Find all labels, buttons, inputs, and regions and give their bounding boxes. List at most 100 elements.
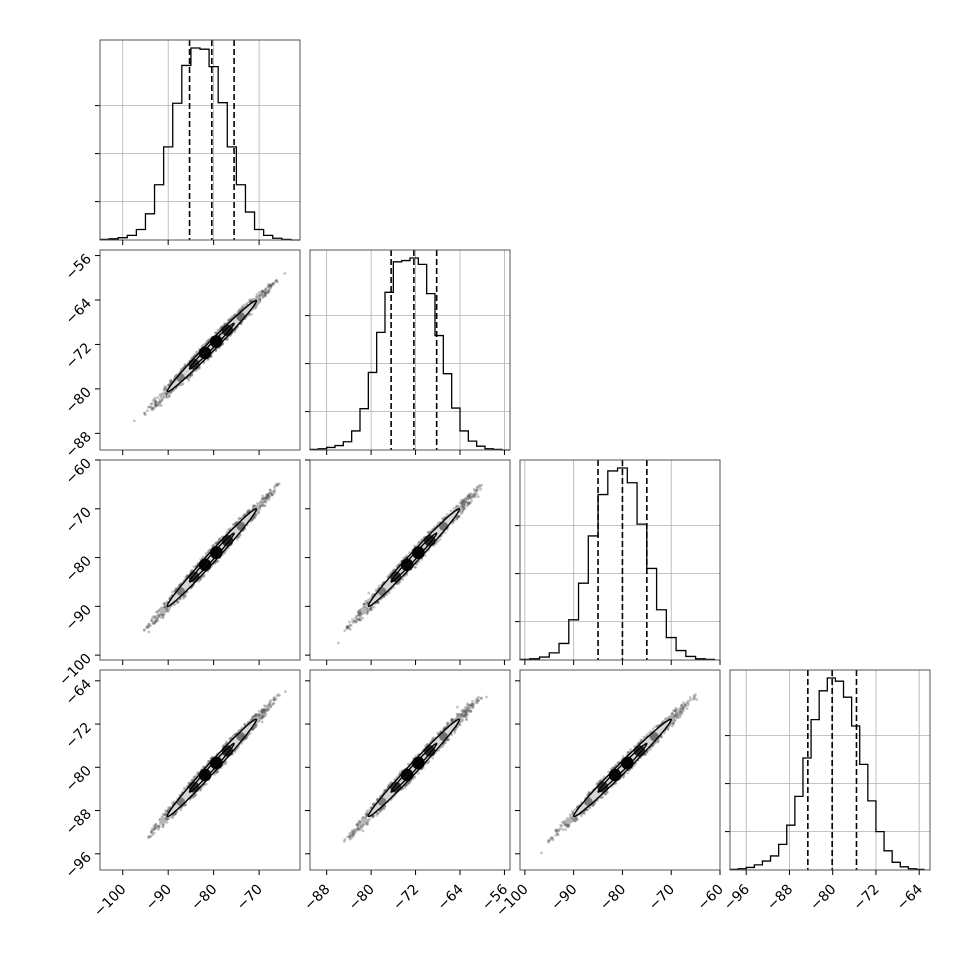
scatter-panel-3-2-sample-point [376, 600, 380, 604]
scatter-panel-4-3-sample-point [561, 828, 565, 831]
scatter-panel-3-2-sample-point [374, 588, 378, 592]
scatter-panel-4-3-sample-point [566, 825, 570, 828]
scatter-panel-4-1-contour-2 [166, 718, 258, 818]
scatter-panel-4-2-sample-point [354, 830, 358, 834]
scatter-panel-3-2-sample-point [367, 591, 371, 595]
scatter-panel-4-1-sample-point [273, 696, 276, 700]
scatter-panel-3-2-sample-point [358, 618, 362, 622]
scatter-panel-3-2-sample-point [362, 602, 366, 606]
scatter-panel-4-1-sample-point [157, 824, 161, 828]
scatter-panel-4-3-sample-point [673, 714, 677, 718]
scatter-panel-4-1-sample-point [261, 714, 265, 718]
scatter-panel-4-2-sample-point [468, 704, 472, 707]
y-tick-label-3-1: −90 [63, 602, 95, 634]
scatter-panel-3-1-sample-point [235, 520, 239, 524]
scatter-panel-4-1-sample-point [270, 703, 274, 706]
scatter-panel-2-1-sample-point [272, 281, 276, 285]
scatter-panel-4-2-sample-point [475, 701, 478, 704]
scatter-panel-4-3-sample-point [601, 795, 604, 799]
scatter-panel-3-2-sample-point [462, 498, 466, 502]
scatter-panel-4-3-sample-point [557, 829, 560, 833]
scatter-panel-2-1-density-cell-7 [236, 312, 246, 322]
scatter-panel-4-3-contour-2 [572, 718, 672, 818]
scatter-panel-3-1-sample-point [154, 615, 157, 618]
scatter-panel-3-2-sample-point [357, 618, 361, 621]
scatter-panel-4-1-sample-point [196, 772, 200, 775]
scatter-panel-4-3-sample-point [674, 712, 678, 715]
scatter-panel-4-3-sample-point [555, 829, 559, 832]
scatter-panel-4-2-sample-point [466, 702, 469, 706]
scatter-panel-4-1-sample-point [261, 710, 264, 714]
scatter-panel-4-3-sample-point [682, 701, 685, 704]
scatter-panel-4-3-sample-point [609, 767, 613, 771]
scatter-panel-3-1-sample-point [265, 495, 269, 499]
scatter-panel-4-3-sample-point [555, 831, 559, 834]
scatter-panel-4-2-sample-point [440, 745, 444, 749]
scatter-panel-4-2-sample-point [458, 723, 462, 726]
scatter-panel-3-2-sample-point [463, 501, 466, 505]
scatter-panel-2-1-sample-point [254, 305, 258, 309]
scatter-panel-4-2-border [309, 669, 511, 871]
scatter-panel-4-2-sample-point [371, 802, 375, 806]
scatter-panel-2-1-sample-point [187, 378, 191, 382]
scatter-panel-3-1-sample-point [149, 624, 152, 627]
scatter-panel-2-1-sample-point [156, 401, 160, 404]
scatter-panel-4-1-sample-point [267, 707, 271, 711]
scatter-panel-4-3-sample-point [681, 706, 685, 709]
scatter-panel-4-2-sample-point [441, 744, 445, 747]
scatter-panel-4-3-sample-point [679, 709, 683, 712]
scatter-panel-4-1-sample-point [152, 828, 156, 831]
scatter-panel-3-2-sample-point [348, 628, 352, 631]
scatter-panel-3-2-sample-point [348, 623, 352, 627]
scatter-panel-3-2-sample-point [449, 509, 453, 513]
scatter-panel-4-1-sample-point [263, 712, 267, 715]
scatter-panel-4-1-sample-point [149, 830, 153, 833]
scatter-panel-4-1-sample-point [162, 812, 166, 816]
scatter-panel-4-1-sample-point [233, 750, 237, 753]
scatter-panel-4-2-sample-point [465, 718, 468, 722]
scatter-panel-3-1-density-cell-1 [159, 607, 167, 614]
scatter-panel-4-1-sample-point [231, 734, 235, 738]
scatter-panel-2-1-sample-point [266, 291, 270, 294]
scatter-panel-4-1-sample-point [164, 812, 167, 816]
scatter-panel-4-3-sample-point [671, 712, 674, 716]
scatter-panel-2-1-sample-point [167, 383, 170, 387]
scatter-panel-3-2-sample-point [368, 607, 372, 611]
scatter-panel-4-3-sample-point [648, 748, 652, 751]
scatter-panel-4-2-sample-point [365, 822, 369, 826]
scatter-panel-3-1-sample-point [251, 517, 255, 521]
scatter-panel-2-1-sample-point [258, 290, 261, 294]
scatter-panel-4-3-sample-point [674, 709, 677, 713]
scatter-panel-4-2-sample-point [463, 714, 467, 718]
scatter-panel-4-3-sample-point [688, 696, 692, 699]
scatter-panel-4-2-sample-point [379, 809, 383, 812]
scatter-panel-3-1-sample-point [165, 600, 169, 604]
scatter-panel-4-1-sample-point [155, 824, 158, 828]
scatter-panel-4-3-sample-point [689, 698, 693, 702]
scatter-panel-4-3-content [540, 693, 698, 855]
scatter-panel-4-3-sample-point [679, 711, 683, 715]
scatter-panel-4-2-sample-point [351, 833, 354, 837]
scatter-panel-3-2-sample-point [472, 488, 476, 491]
scatter-panel-4-2-sample-point [417, 772, 420, 775]
scatter-panel-4-1-sample-point [171, 816, 175, 820]
scatter-panel-3-1-sample-point [182, 595, 186, 598]
scatter-panel-3-1-sample-point [173, 603, 176, 607]
scatter-panel-3-2-sample-point [336, 641, 340, 645]
scatter-panel-4-3-sample-point [567, 823, 570, 827]
scatter-panel-3-1-sample-point [165, 606, 169, 610]
scatter-panel-3-1-sample-point [273, 484, 277, 488]
scatter-panel-3-2-sample-point [469, 501, 472, 505]
scatter-panel-2-1-sample-point [238, 308, 242, 312]
scatter-panel-3-1-sample-point [252, 504, 256, 507]
scatter-panel-3-2-sample-point [461, 503, 464, 507]
scatter-panel-4-2-sample-point [357, 819, 361, 823]
scatter-panel-4-3-sample-point [680, 711, 684, 715]
scatter-panel-4-2-sample-point [372, 814, 376, 818]
scatter-panel-4-1-sample-point [157, 825, 160, 828]
scatter-panel-3-2-sample-point [401, 577, 404, 581]
scatter-panel-4-1-sample-point [260, 717, 264, 720]
scatter-panel-2-1-sample-point [150, 408, 154, 412]
scatter-panel-4-1-sample-point [194, 774, 198, 778]
scatter-panel-4-3-sample-point [680, 703, 684, 707]
